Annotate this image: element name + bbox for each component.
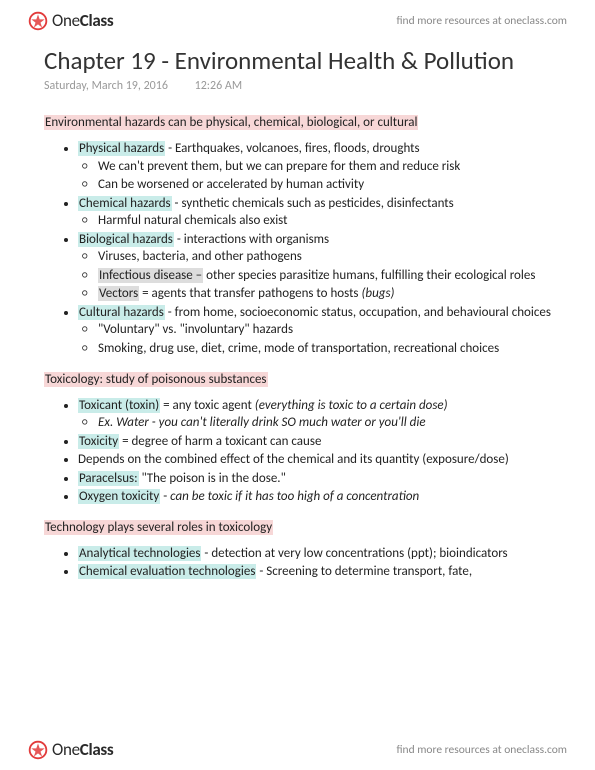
logo-text-footer: OneClass [52, 739, 113, 760]
resources-link-footer[interactable]: find more resources at oneclass.com [396, 743, 567, 757]
logo-text: OneClass [52, 10, 113, 31]
list-item: Biological hazards - interactions with o… [78, 231, 551, 303]
list-item: Paracelsus: "The poison is in the dose." [78, 470, 551, 488]
document-body: Chapter 19 - Environmental Health & Poll… [0, 37, 595, 581]
list-item: Vectors = agents that transfer pathogens… [100, 285, 551, 303]
hazards-list: Physical hazards - Earthquakes, volcanoe… [44, 140, 551, 358]
toxicology-list: Toxicant (toxin) = any toxic agent (ever… [44, 397, 551, 506]
list-item: Cultural hazards - from home, socioecono… [78, 304, 551, 358]
meta-time: 12:26 AM [195, 79, 242, 93]
list-item: Toxicity = degree of harm a toxicant can… [78, 433, 551, 451]
list-item: Chemical evaluation technologies - Scree… [78, 563, 551, 581]
resources-link[interactable]: find more resources at oneclass.com [396, 14, 567, 28]
list-item: Chemical hazards - synthetic chemicals s… [78, 195, 551, 230]
list-item: Depends on the combined effect of the ch… [78, 451, 551, 469]
list-item: Ex. Water - you can't literally drink SO… [100, 414, 551, 432]
page-footer: OneClass find more resources at oneclass… [0, 729, 595, 766]
meta-date: Saturday, March 19, 2016 [44, 79, 168, 93]
list-item: Can be worsened or accelerated by human … [100, 176, 551, 194]
list-item: Harmful natural chemicals also exist [100, 212, 551, 230]
page-title: Chapter 19 - Environmental Health & Poll… [44, 45, 551, 76]
list-item: Oxygen toxicity - can be toxic if it has… [78, 488, 551, 506]
list-item: Smoking, drug use, diet, crime, mode of … [100, 340, 551, 358]
list-item: Infectious disease – other species paras… [100, 267, 551, 285]
list-item: Physical hazards - Earthquakes, volcanoe… [78, 140, 551, 194]
list-item: We can't prevent them, but we can prepar… [100, 158, 551, 176]
brand-logo: OneClass [28, 10, 113, 31]
page-meta: Saturday, March 19, 2016 12:26 AM [44, 79, 551, 93]
list-item: Viruses, bacteria, and other pathogens [100, 248, 551, 266]
logo-icon [28, 740, 48, 760]
list-item: Analytical technologies - detection at v… [78, 545, 551, 563]
technology-list: Analytical technologies - detection at v… [44, 545, 551, 581]
list-item: "Voluntary" vs. "involuntary" hazards [100, 321, 551, 339]
brand-logo-footer: OneClass [28, 739, 113, 760]
section-heading-hazards: Environmental hazards can be physical, c… [44, 115, 551, 130]
section-heading-toxicology: Toxicology: study of poisonous substance… [44, 372, 551, 387]
page-header: OneClass find more resources at oneclass… [0, 0, 595, 37]
logo-icon [28, 11, 48, 31]
section-heading-technology: Technology plays several roles in toxico… [44, 520, 551, 535]
list-item: Toxicant (toxin) = any toxic agent (ever… [78, 397, 551, 432]
